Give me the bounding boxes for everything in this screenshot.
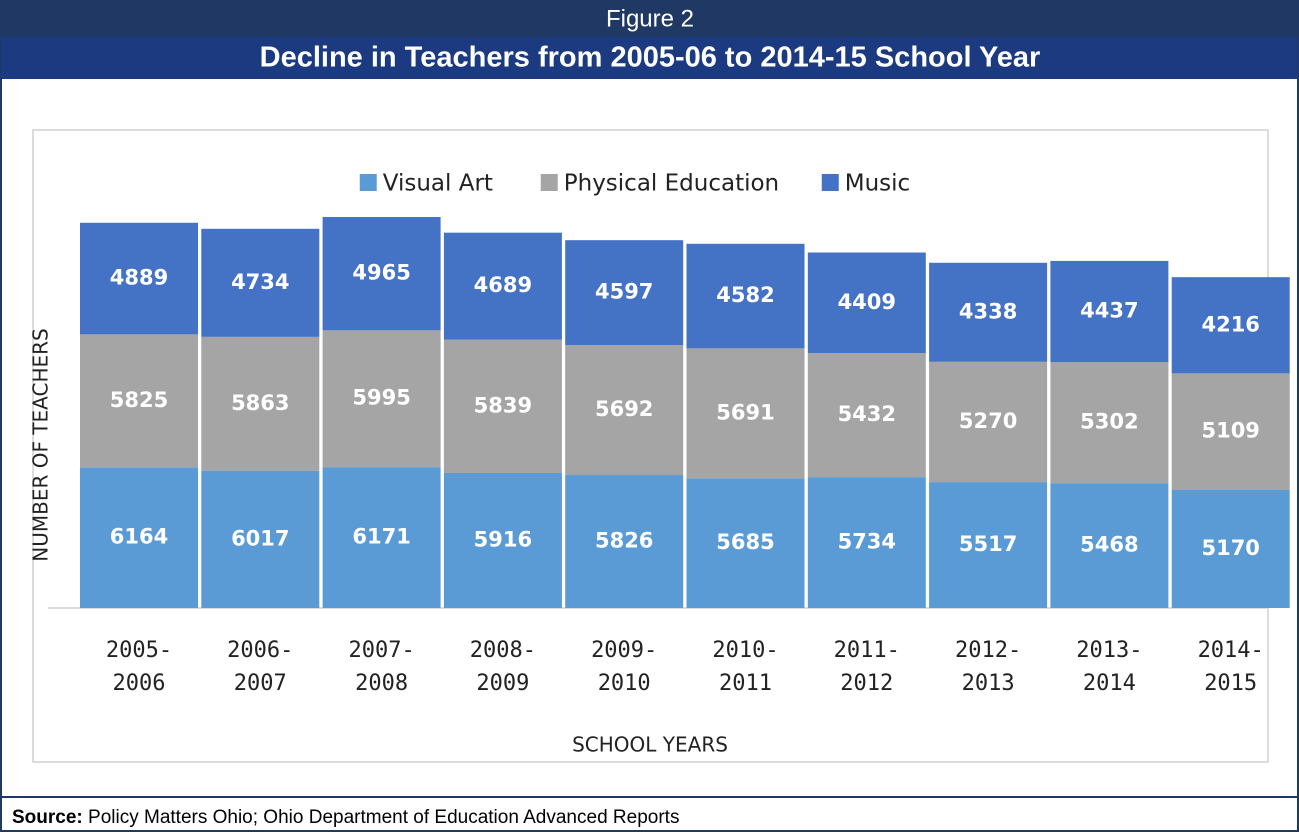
bar-segment (201, 228, 320, 337)
bar-segment (1171, 489, 1290, 608)
bar-segment (1171, 373, 1290, 490)
x-tick-label: 2006-2007 (227, 638, 294, 696)
data-label: 5685 (716, 530, 774, 554)
bar-segment (322, 330, 441, 468)
bar-segment (443, 339, 562, 473)
data-label: 5691 (716, 400, 774, 424)
x-axis-label: SCHOOL YEARS (572, 733, 728, 757)
bar-segment (686, 348, 805, 479)
figure-label: Figure 2 (606, 5, 694, 32)
bar-segment (443, 232, 562, 340)
data-label: 6017 (231, 526, 289, 550)
data-label: 6171 (352, 525, 410, 549)
bar-segment (1171, 277, 1290, 374)
data-label: 6164 (110, 525, 168, 549)
data-label: 5734 (838, 530, 896, 554)
data-label: 5995 (352, 386, 410, 410)
bar-segment (807, 252, 926, 354)
bar-segment (929, 361, 1048, 483)
data-label: 4734 (231, 270, 289, 294)
bar-segment (80, 334, 198, 468)
bar-segment (1050, 362, 1169, 484)
bar-segment (565, 345, 684, 476)
bar-segment (322, 217, 441, 331)
bar-segment (1050, 260, 1169, 363)
source-label: Source: (12, 807, 83, 828)
data-label: 5692 (595, 397, 653, 421)
figure-bar (1, 1, 1298, 37)
chart-title: Decline in Teachers from 2005-06 to 2014… (260, 42, 1041, 74)
bar-segment (322, 467, 441, 608)
bar-segment (80, 467, 198, 608)
data-label: 5825 (110, 388, 168, 412)
source: Source: Policy Matters Ohio; Ohio Depart… (12, 807, 679, 828)
data-label: 5863 (231, 391, 289, 415)
legend-swatch (540, 174, 558, 191)
y-axis-label: NUMBER OF TEACHERS (29, 328, 53, 562)
x-tick-label: 2012-2013 (954, 638, 1022, 696)
x-tick-label: 2010-2011 (712, 638, 779, 696)
data-label: 5302 (1080, 410, 1138, 434)
bar-segment (929, 262, 1048, 362)
bar-segment (807, 353, 926, 478)
data-label: 4689 (474, 273, 532, 297)
bar-segment (443, 472, 562, 608)
data-label: 5826 (595, 529, 653, 553)
x-tick-label: 2007-2008 (348, 638, 415, 696)
bar-segment (686, 243, 805, 349)
data-label: 5109 (1201, 419, 1259, 443)
data-label: 5468 (1080, 533, 1138, 557)
data-label: 4597 (595, 280, 653, 304)
data-label: 4582 (716, 283, 774, 307)
data-label: 4437 (1080, 299, 1138, 323)
bar-segment (201, 470, 320, 608)
x-tick-label: 2005-2006 (105, 638, 173, 696)
bar-segment (565, 475, 684, 608)
data-label: 4965 (352, 261, 410, 285)
x-tick-label: 2013-2014 (1076, 638, 1143, 696)
x-tick-label: 2009-2010 (591, 638, 658, 696)
legend-label: Physical Education (564, 171, 779, 197)
data-label: 5916 (474, 527, 532, 551)
bar-segment (1050, 483, 1169, 608)
bar-segment (565, 240, 684, 346)
data-label: 4889 (110, 266, 168, 290)
data-label: 5839 (474, 393, 532, 417)
data-label: 4409 (838, 290, 896, 314)
legend-swatch (821, 174, 839, 191)
x-tick-label: 2014-2015 (1197, 638, 1264, 696)
bar-segment (80, 222, 198, 335)
data-label: 4216 (1201, 312, 1259, 336)
legend-label: Music (845, 171, 910, 197)
legend-label: Visual Art (383, 171, 493, 197)
data-label: 5270 (959, 409, 1017, 433)
bar-segment (201, 336, 320, 471)
x-tick-label: 2008-2009 (469, 638, 536, 696)
data-label: 5517 (959, 532, 1017, 556)
bar-segment (807, 477, 926, 608)
data-label: 4338 (959, 299, 1017, 323)
bar-segment (686, 478, 805, 608)
source-text: Policy Matters Ohio; Ohio Department of … (88, 807, 679, 828)
data-label: 5170 (1201, 536, 1259, 560)
x-tick-label: 2011-2012 (833, 638, 900, 696)
title-bar (1, 37, 1298, 79)
legend-swatch (359, 174, 377, 191)
data-label: 5432 (838, 402, 896, 426)
bar-segment (929, 482, 1048, 608)
